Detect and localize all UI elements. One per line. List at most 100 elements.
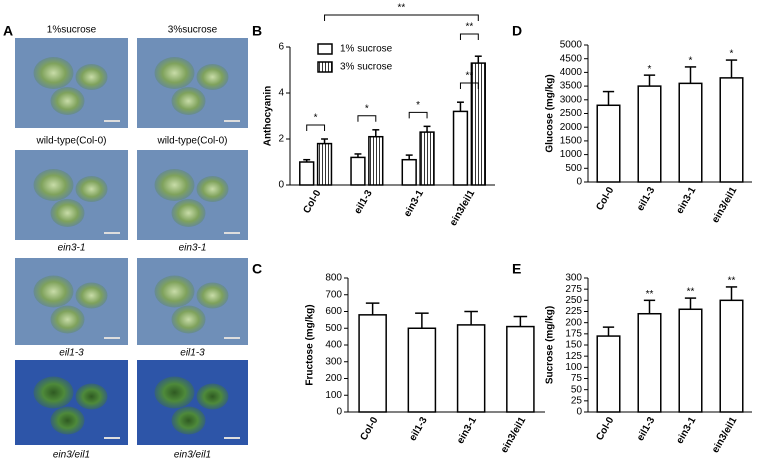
panel-letter: D [512,23,522,39]
leaf [75,383,108,410]
panel-letter: E [512,261,521,277]
y-tick-label: 500 [565,163,582,174]
error-bar [354,153,362,158]
error-bar [602,326,615,337]
photo-label: wild-type(Col-0) [35,136,106,147]
bar [419,131,435,186]
y-tick-label: 100 [565,362,582,373]
leaf [50,87,85,115]
bar [316,142,333,186]
leaf [196,383,229,410]
x-tick-label: ein3-1 [455,415,479,446]
y-tick-label: 225 [565,306,582,317]
bar [299,161,315,186]
error-bar [643,74,656,87]
y-axis-label: Glucose (mg/kg) [545,74,556,152]
scale-bar [224,337,240,339]
leaf [50,199,85,227]
photo-label: ein3/eil1 [53,450,90,461]
error-bar [474,55,482,64]
error-bar [456,101,464,112]
significance-bracket [408,111,428,119]
panel-letter: A [3,23,13,39]
y-tick-label: 150 [565,340,582,351]
y-axis-label: Anthocyanin [263,86,274,147]
y-tick-label: 300 [325,356,342,367]
x-tick-label: ein3/eil1 [448,188,477,228]
x-tick-label: ein3-1 [674,415,698,446]
y-tick-label: 50 [571,384,583,395]
scale-bar [104,232,120,234]
scale-bar [104,120,120,122]
leaf [75,176,108,202]
error-bar [684,66,697,84]
bar [637,85,662,183]
y-tick-label: 2500 [560,108,583,119]
bar [506,325,535,413]
leaf [75,282,108,309]
y-tick-label: 4500 [560,53,583,64]
y-tick-label: 5000 [560,40,583,51]
significance: * [416,100,420,111]
leaf [75,64,108,90]
significance-bracket [306,124,326,131]
bar [350,156,366,186]
bar [456,324,486,413]
y-tick-label: 275 [565,284,582,295]
photo-label: wild-type(Col-0) [156,136,227,147]
bar [358,314,387,413]
scale-bar [104,337,120,339]
leaf [196,282,229,309]
leaf [154,57,195,89]
y-tick-label: 2 [278,134,284,145]
significance-bracket [324,14,479,21]
y-tick-label: 125 [565,351,582,362]
bar [452,110,469,186]
y-tick-label: 200 [325,373,342,384]
scale-bar [224,120,240,122]
photo-label: ein3-1 [179,243,207,254]
error-bar [643,299,656,314]
y-tick-label: 175 [565,328,582,339]
error-bar [725,286,738,301]
bar [470,62,486,186]
legend-swatch [317,61,333,73]
y-tick-label: 600 [325,306,342,317]
leaf [154,376,195,409]
error-bar [423,125,431,133]
photo-label: ein3-1 [58,243,86,254]
panel-letter: C [252,261,262,277]
leaf [154,169,195,201]
y-tick-label: 800 [325,273,342,284]
legend-label: 1% sucrose [340,44,393,55]
leaf [171,87,206,115]
leaf [33,376,74,409]
x-tick-label: ein3/eil1 [710,415,739,455]
significance: * [648,64,652,75]
x-tick-label: ein3/eil1 [710,185,739,225]
bar [407,327,437,413]
y-tick-label: 2000 [560,122,583,133]
x-tick-label: ein3-1 [674,185,698,216]
scale-bar [104,437,120,439]
y-tick-label: 4000 [560,67,583,78]
significance: * [730,49,734,60]
y-tick-label: 250 [565,295,582,306]
significance-bracket [459,33,479,40]
y-tick-label: 500 [325,323,342,334]
error-bar [684,297,697,310]
bar [368,135,384,186]
significance: * [689,56,693,67]
x-tick-label: ein3-1 [402,188,426,219]
bar [596,104,621,183]
bar [401,158,417,186]
leaf [171,305,206,334]
significance: ** [646,289,654,300]
significance: ** [398,3,406,14]
error-bar [372,129,380,137]
y-tick-label: 700 [325,289,342,300]
y-tick-label: 6 [278,42,284,53]
scale-bar [224,437,240,439]
